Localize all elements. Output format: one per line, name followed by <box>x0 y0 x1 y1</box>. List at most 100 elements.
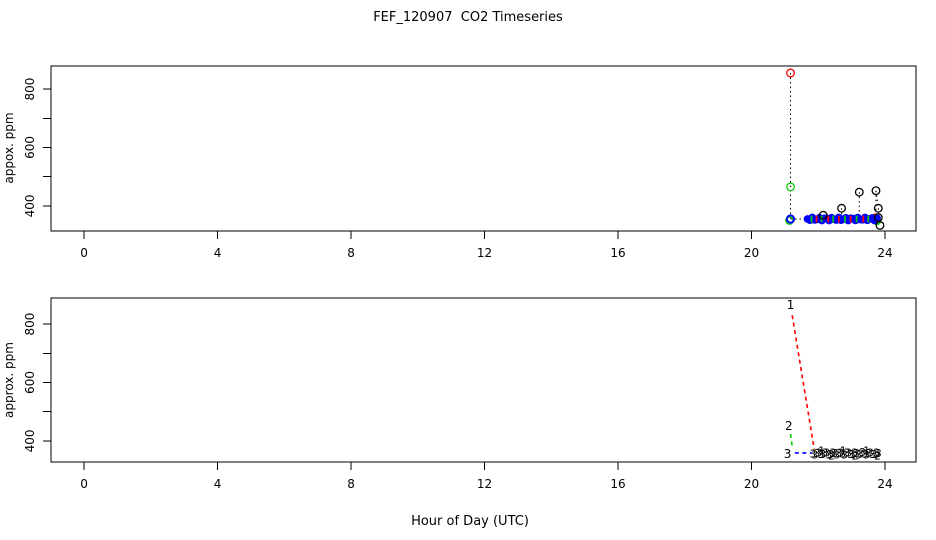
band-glyph: 3 <box>847 449 854 461</box>
series-label: 1 <box>787 298 795 312</box>
plot-title: FEF_120907 CO2 Timeseries <box>373 10 563 25</box>
top-y-axis-label: appox. ppm <box>2 112 16 183</box>
band-glyph: 3 <box>861 449 868 461</box>
band-lead-point <box>785 214 796 224</box>
top-panel: 0 4 8 12 16 20 24 400 600 800 <box>23 65 917 260</box>
x-tick-label: 24 <box>877 477 892 491</box>
band-glyph: 3 <box>837 447 844 459</box>
plot-box <box>50 65 917 232</box>
band-accent <box>862 215 865 223</box>
band-glyph: 3 <box>841 449 848 461</box>
band-accent <box>844 215 846 223</box>
series-2-line <box>789 433 794 449</box>
band-glyph: 3 <box>863 449 870 461</box>
band-glyph: 3 <box>843 448 850 460</box>
x-tick-label: 12 <box>477 477 492 491</box>
band-glyph: 3 <box>867 447 874 459</box>
band-glyph: 3 <box>817 449 824 461</box>
band-accent <box>810 215 813 223</box>
x-tick-label: 0 <box>80 477 88 491</box>
x-tick-label: 24 <box>877 246 892 260</box>
axes <box>43 297 917 470</box>
band-glyph: 3 <box>839 449 846 461</box>
band-glyph: 3 <box>853 448 860 460</box>
x-tick-label: 8 <box>347 246 355 260</box>
band-glyph: 3 <box>814 448 821 460</box>
series-label: 3 <box>784 447 792 461</box>
y-tick-label: 600 <box>23 136 37 159</box>
band-glyph: 3 <box>821 448 828 460</box>
x-axis-label: Hour of Day (UTC) <box>411 514 529 529</box>
band-glyph: 3 <box>855 449 862 461</box>
under-glyph: 1 <box>818 446 825 458</box>
band-glyph: 3 <box>829 447 836 459</box>
dotted-connector <box>875 190 879 209</box>
band-accent <box>855 215 858 223</box>
data-point <box>818 210 828 220</box>
series-label: 2 <box>785 419 793 433</box>
y-tick-label: 400 <box>23 194 37 217</box>
band-accent <box>827 215 830 223</box>
series-1-line <box>791 315 816 450</box>
under-glyph: 2 <box>828 451 835 463</box>
band-glyph: 3 <box>851 447 858 459</box>
data-point <box>871 186 881 196</box>
under-glyph: 1 <box>840 446 847 458</box>
x-tick-label: 20 <box>744 246 759 260</box>
band-glyph: 3 <box>831 448 838 460</box>
x-tick-label: 16 <box>610 246 625 260</box>
x-tick-label: 12 <box>477 246 492 260</box>
y-tick-label: 400 <box>23 429 37 452</box>
data-point <box>786 68 795 78</box>
band-glyph: 3 <box>871 449 878 461</box>
y-tick-label: 800 <box>23 313 37 336</box>
x-tick-label: 0 <box>80 246 88 260</box>
data-point <box>875 221 885 230</box>
band-glyph: 3 <box>825 449 832 461</box>
y-tick-label: 600 <box>23 371 37 394</box>
band-glyph: 3 <box>810 448 817 460</box>
band-glyph: 3 <box>835 448 842 460</box>
x-tick-label: 4 <box>214 477 222 491</box>
band-glyph: 3 <box>869 449 876 461</box>
x-tick-label: 8 <box>347 477 355 491</box>
band-glyph: 3 <box>815 447 822 459</box>
band-glyph: 3 <box>823 448 830 460</box>
under-glyph: 2 <box>874 451 881 463</box>
data-point <box>873 203 883 213</box>
band-glyph: 3 <box>873 447 880 459</box>
band-glyph: 3 <box>833 449 840 461</box>
band-accent <box>838 215 840 223</box>
under-glyph: 1 <box>863 446 870 458</box>
dense-band <box>803 213 881 225</box>
band-accent <box>832 215 835 223</box>
band-glyph: 3 <box>857 448 864 460</box>
x-tick-label: 16 <box>610 477 625 491</box>
band-accent <box>867 215 870 223</box>
band-accent <box>849 215 852 223</box>
x-tick-label: 20 <box>744 477 759 491</box>
under-glyph: 2 <box>852 451 859 463</box>
band-glyph: 3 <box>859 447 866 459</box>
band-glyph: 3 <box>865 448 872 460</box>
data-point <box>786 182 795 192</box>
axes <box>43 65 917 239</box>
x-tick-label: 4 <box>214 246 222 260</box>
band-glyph: 3 <box>875 448 882 460</box>
band-glyph: 3 <box>827 449 834 461</box>
band-accent <box>815 215 818 223</box>
band-glyph: 3 <box>849 449 856 461</box>
data-point <box>854 187 864 197</box>
plot-box <box>50 297 917 463</box>
band-glyph: 3 <box>812 449 819 461</box>
y-tick-label: 800 <box>23 78 37 101</box>
bottom-y-axis-label: approx. ppm <box>2 342 16 418</box>
data-point <box>837 203 847 213</box>
band-glyph: 3 <box>819 449 826 461</box>
band-glyph: 3 <box>845 448 852 460</box>
